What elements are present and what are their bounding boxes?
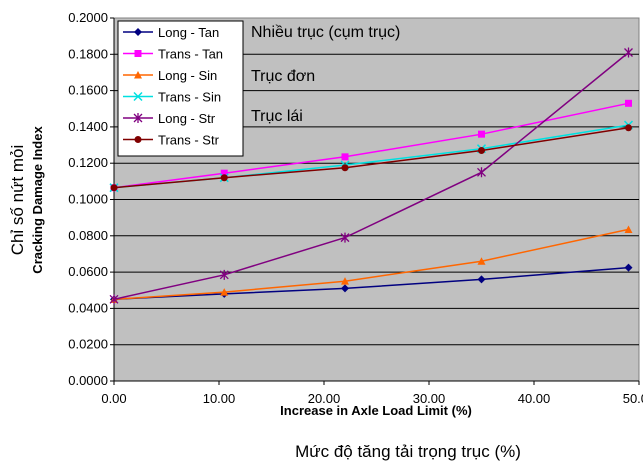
series: [109, 47, 634, 305]
data-point-long-sin: [220, 288, 229, 296]
x-tick-label: 0.00: [101, 391, 126, 406]
data-point-trans-str: [110, 184, 118, 192]
y-tick-label: 0.1200: [68, 155, 108, 170]
legend-entry-trans-tan: Trans - Tan: [123, 47, 223, 62]
legend-entry-trans-sin: Trans - Sin: [123, 90, 221, 105]
data-point-long-sin: [624, 225, 633, 233]
y-axis-label: Cracking Damage Index: [30, 126, 45, 274]
legend-marker: [134, 71, 142, 79]
y-axis-label-vn: Chỉ số nứt mỏi: [8, 145, 27, 256]
legend-marker: [134, 50, 142, 57]
data-point-trans-tan: [341, 153, 349, 161]
data-point-trans-str: [625, 124, 632, 132]
x-tick-labels: 0.00 10.00 20.00 30.00 40.00 50.00: [101, 381, 643, 406]
data-point-long-sin: [341, 277, 349, 285]
legend-marker: [133, 91, 143, 102]
x-axis-label: Increase in Axle Load Limit (%): [280, 403, 472, 418]
data-point-long-str: [109, 294, 119, 305]
legend-marker: [133, 113, 143, 123]
legend-label: Long - Sin: [158, 68, 217, 83]
legend: Long - Tan Trans - Tan Long - Sin Trans - S…: [117, 20, 244, 157]
y-tick-label: 0.0600: [68, 264, 108, 279]
legend-entry-long-sin: Long - Sin: [123, 68, 217, 83]
y-tick-label: 0.1800: [68, 46, 108, 61]
series-trans-str: [110, 124, 632, 192]
data-point-long-str: [624, 47, 633, 58]
annotation-single-axle: Trục đơn: [251, 68, 315, 85]
data-point-trans-tan: [220, 169, 228, 177]
legend-marker: [134, 28, 142, 36]
data-point-trans-tan: [625, 99, 632, 107]
legend-entry-long-str: Long - Str: [123, 111, 216, 126]
x-axis-label-vn: Mức độ tăng tải trọng trục (%): [295, 442, 521, 461]
data-point-long-tan: [624, 263, 633, 272]
legend-box: [117, 20, 244, 157]
data-point-trans-str: [478, 146, 485, 154]
x-tick-label: 30.00: [413, 391, 446, 406]
legend-label: Trans - Sin: [158, 90, 221, 105]
legend-label: Trans - Tan: [158, 47, 223, 62]
legend-marker: [134, 136, 142, 143]
data-point-long-tan: [477, 275, 486, 284]
x-tick-label: 10.00: [203, 391, 236, 406]
y-tick-labels: 0.0000 0.0200 0.0400 0.0600 0.0800 0.1000 0.12…: [68, 10, 114, 388]
data-point-long-str: [477, 167, 486, 178]
x-tick-label: 20.00: [308, 391, 341, 406]
annotation-steering-axle: Trục lái: [251, 108, 303, 125]
y-tick-label: 0.1600: [68, 83, 108, 98]
y-tick-label: 0.1400: [68, 119, 108, 134]
data-point-trans-str: [341, 164, 349, 172]
y-tick-label: 0.1000: [68, 192, 108, 207]
annotation-multi-axle: Nhiều trục (cụm trục): [251, 24, 400, 41]
legend-label: Trans - Str: [158, 133, 220, 148]
legend-entry-long-tan: Long - Tan: [123, 25, 219, 40]
y-tick-label: 0.0800: [68, 228, 108, 243]
legend-label: Long - Str: [158, 111, 216, 126]
y-tick-label: 0.0000: [68, 373, 108, 388]
data-point-trans-tan: [478, 130, 485, 138]
y-tick-label: 0.2000: [68, 10, 108, 25]
legend-label: Long - Tan: [158, 25, 219, 40]
legend-entry-trans-str: Trans - Str: [123, 133, 220, 148]
y-tick-label: 0.0200: [68, 337, 108, 352]
series-long-str: [109, 47, 633, 305]
x-tick-label: 50.00: [623, 391, 643, 406]
data-point-long-str: [219, 269, 229, 280]
data-point-long-str: [340, 232, 350, 243]
data-point-long-sin: [477, 257, 486, 265]
y-tick-label: 0.0400: [68, 300, 108, 315]
data-point-trans-str: [220, 174, 228, 182]
x-tick-label: 40.00: [518, 391, 551, 406]
data-point-long-tan: [341, 284, 349, 293]
